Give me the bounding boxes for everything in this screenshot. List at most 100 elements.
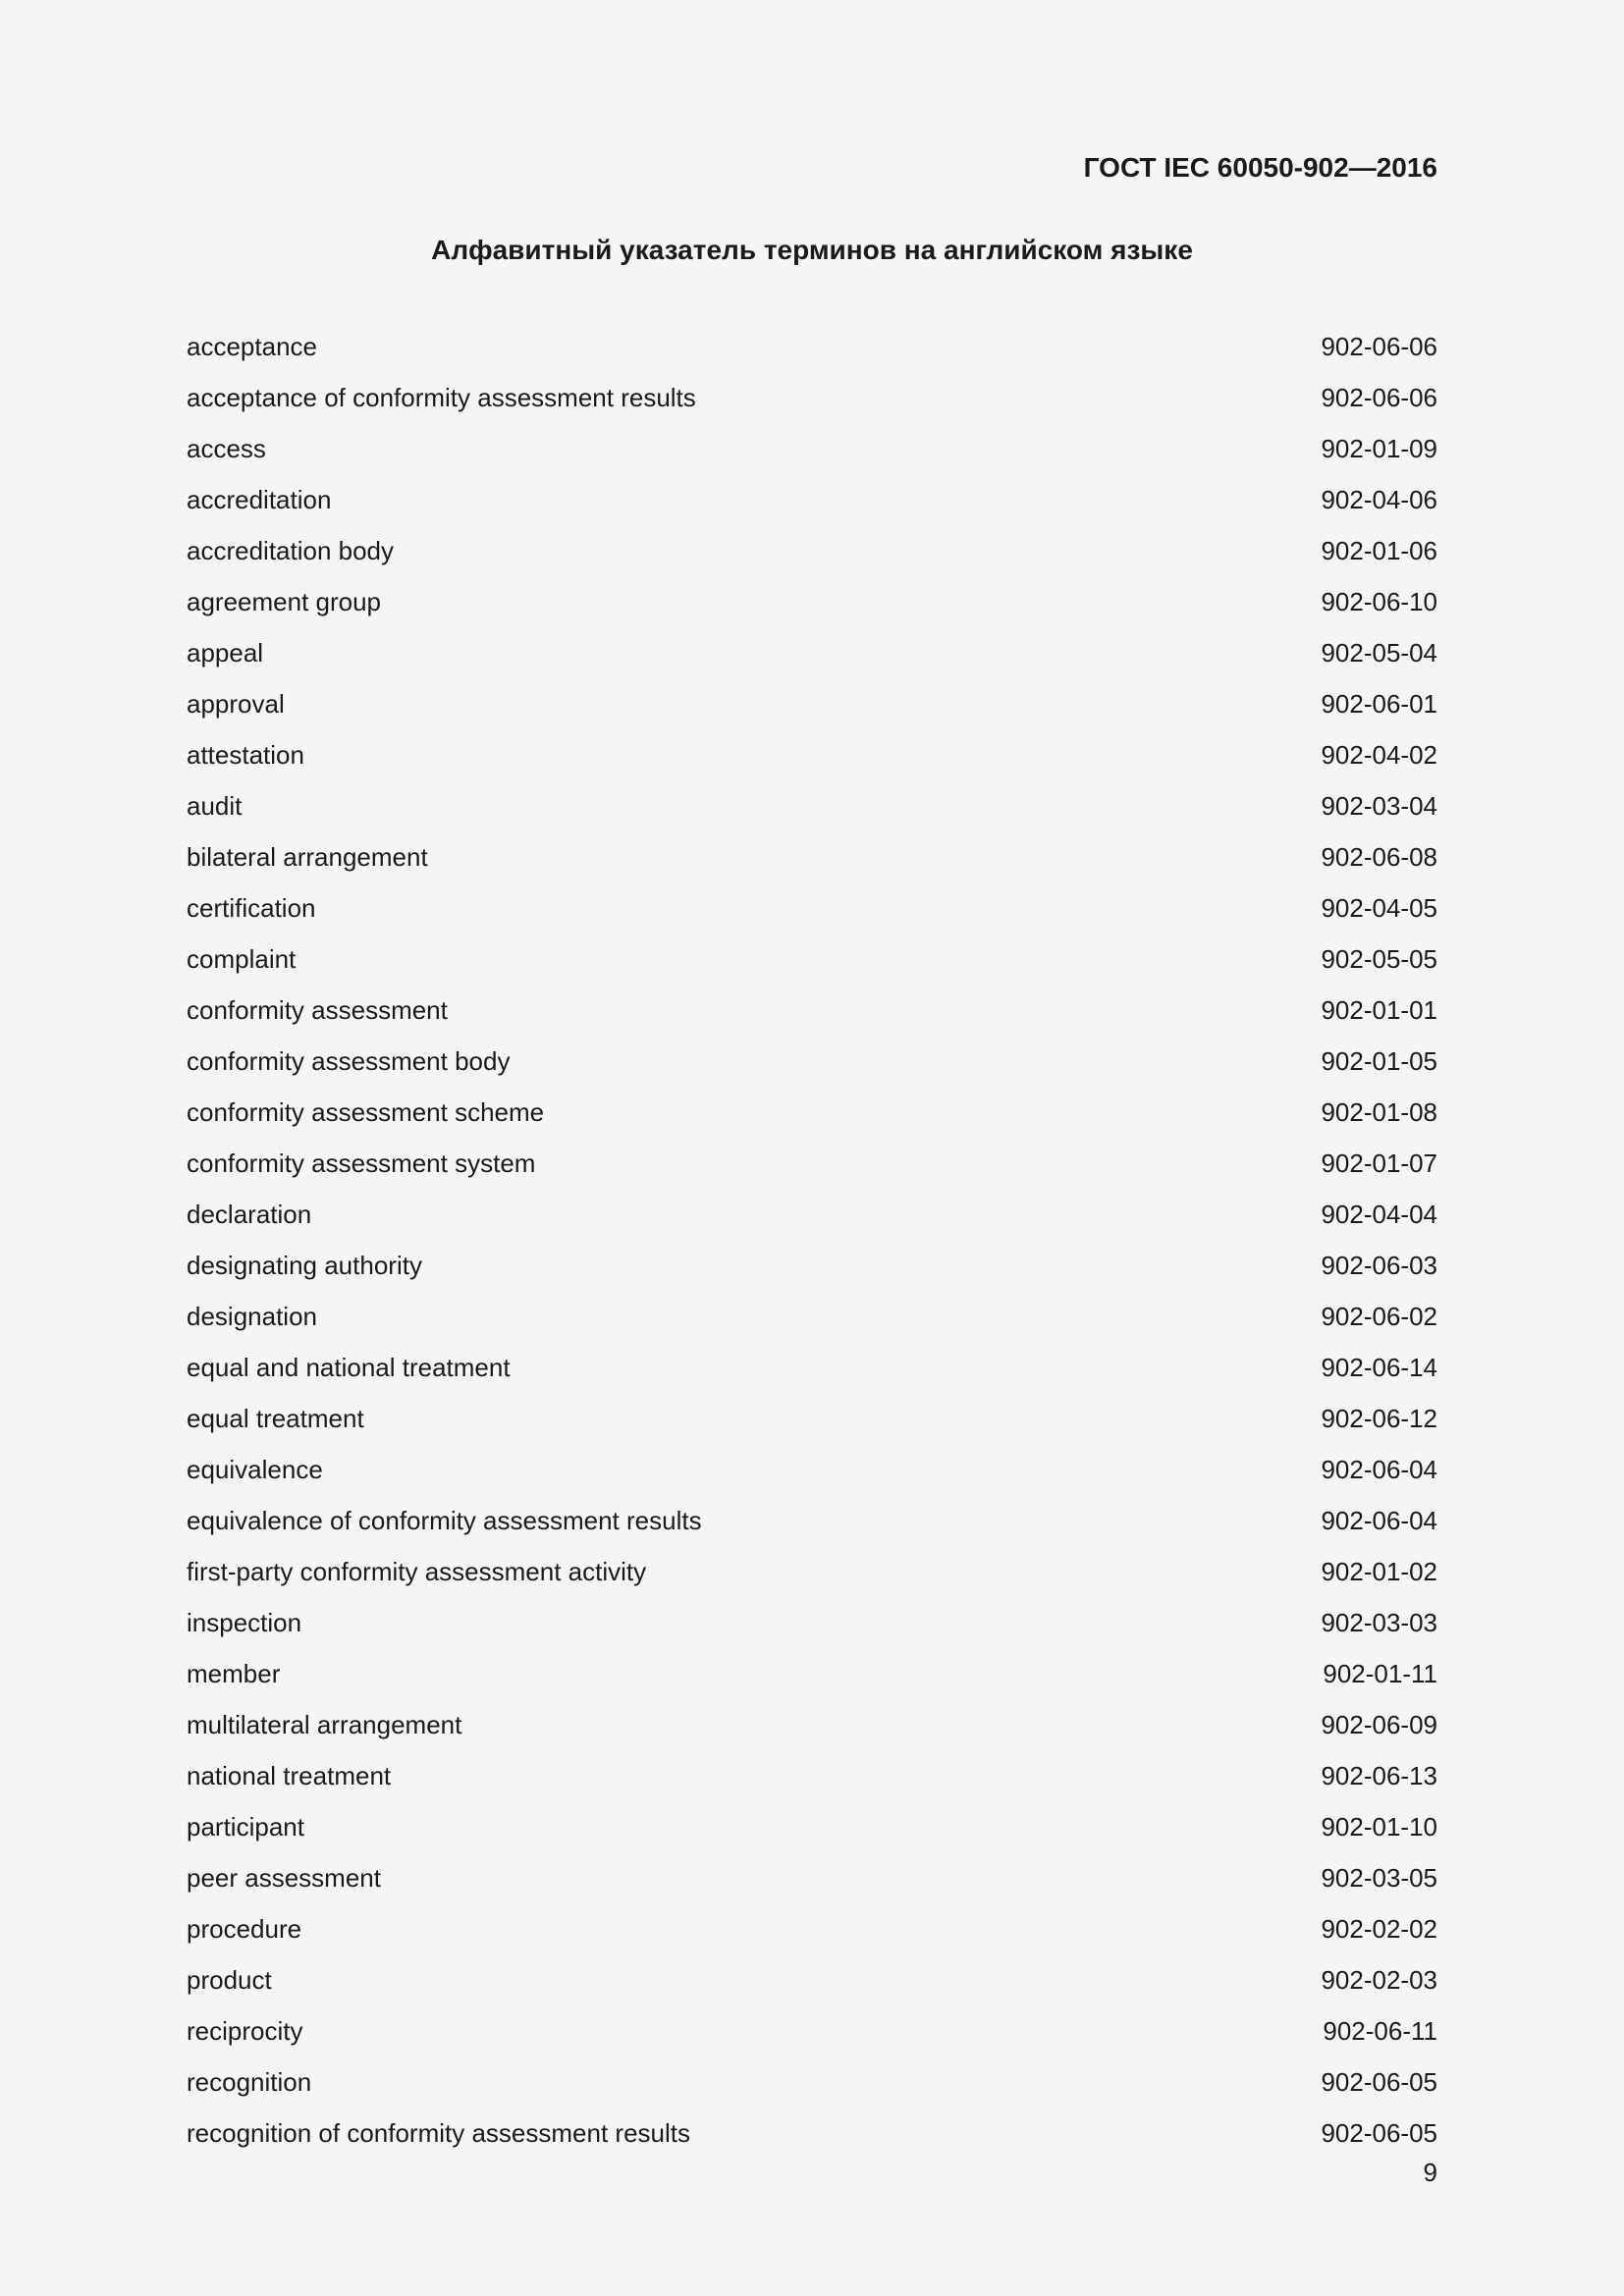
- index-row: equal and national treatment902-06-14: [187, 1342, 1437, 1393]
- index-code: 902-06-06: [1297, 334, 1437, 359]
- index-code: 902-06-06: [1297, 385, 1437, 410]
- index-code: 902-03-03: [1297, 1610, 1437, 1635]
- index-term: equivalence: [187, 1457, 1297, 1482]
- index-term: designating authority: [187, 1253, 1297, 1278]
- index-row: attestation902-04-02: [187, 729, 1437, 780]
- index-term: agreement group: [187, 589, 1297, 614]
- index-code: 902-06-01: [1297, 691, 1437, 717]
- index-row: conformity assessment system902-01-07: [187, 1138, 1437, 1189]
- index-row: conformity assessment902-01-01: [187, 985, 1437, 1036]
- index-term: approval: [187, 691, 1297, 717]
- index-code: 902-01-05: [1297, 1048, 1437, 1074]
- index-row: acceptance of conformity assessment resu…: [187, 372, 1437, 423]
- index-row: participant902-01-10: [187, 1801, 1437, 1852]
- index-code: 902-06-12: [1297, 1406, 1437, 1431]
- index-row: conformity assessment scheme902-01-08: [187, 1087, 1437, 1138]
- index-row: product902-02-03: [187, 1954, 1437, 2005]
- index-code: 902-06-11: [1299, 2018, 1437, 2044]
- index-code: 902-01-10: [1297, 1814, 1437, 1840]
- index-row: approval902-06-01: [187, 678, 1437, 729]
- index-code: 902-06-02: [1297, 1304, 1437, 1329]
- index-term: procedure: [187, 1916, 1297, 1942]
- index-code: 902-06-10: [1297, 589, 1437, 614]
- page-container: ГОСТ IEC 60050-902—2016 Алфавитный указа…: [0, 0, 1624, 2296]
- index-term: reciprocity: [187, 2018, 1299, 2044]
- index-row: conformity assessment body902-01-05: [187, 1036, 1437, 1087]
- index-row: equivalence902-06-04: [187, 1444, 1437, 1495]
- index-term: first-party conformity assessment activi…: [187, 1559, 1297, 1584]
- section-title: Алфавитный указатель терминов на английс…: [187, 235, 1437, 266]
- index-code: 902-04-06: [1297, 487, 1437, 512]
- index-row: acceptance902-06-06: [187, 321, 1437, 372]
- index-term: bilateral arrangement: [187, 844, 1297, 870]
- index-row: appeal902-05-04: [187, 627, 1437, 678]
- index-term: complaint: [187, 946, 1297, 972]
- index-code: 902-01-01: [1297, 997, 1437, 1023]
- index-term: accreditation: [187, 487, 1297, 512]
- index-code: 902-05-05: [1297, 946, 1437, 972]
- index-row: bilateral arrangement902-06-08: [187, 831, 1437, 882]
- index-term: designation: [187, 1304, 1297, 1329]
- index-term: audit: [187, 793, 1297, 819]
- index-row: equal treatment902-06-12: [187, 1393, 1437, 1444]
- index-code: 902-03-04: [1297, 793, 1437, 819]
- index-term: multilateral arrangement: [187, 1712, 1297, 1737]
- index-row: certification902-04-05: [187, 882, 1437, 934]
- standard-reference-header: ГОСТ IEC 60050-902—2016: [187, 152, 1437, 184]
- index-code: 902-02-02: [1297, 1916, 1437, 1942]
- index-row: national treatment902-06-13: [187, 1750, 1437, 1801]
- index-code: 902-04-05: [1297, 895, 1437, 921]
- index-term: accreditation body: [187, 538, 1297, 563]
- index-term: peer assessment: [187, 1865, 1297, 1891]
- index-term: conformity assessment system: [187, 1150, 1297, 1176]
- index-term: recognition: [187, 2069, 1297, 2095]
- index-row: member902-01-11: [187, 1648, 1437, 1699]
- index-row: reciprocity902-06-11: [187, 2005, 1437, 2056]
- index-row: procedure902-02-02: [187, 1903, 1437, 1954]
- index-row: complaint902-05-05: [187, 934, 1437, 985]
- index-row: declaration902-04-04: [187, 1189, 1437, 1240]
- index-code: 902-06-09: [1297, 1712, 1437, 1737]
- index-term: inspection: [187, 1610, 1297, 1635]
- index-code: 902-01-09: [1297, 436, 1437, 461]
- index-code: 902-06-03: [1297, 1253, 1437, 1278]
- index-row: inspection902-03-03: [187, 1597, 1437, 1648]
- index-code: 902-06-13: [1297, 1763, 1437, 1789]
- index-list: acceptance902-06-06acceptance of conform…: [187, 321, 1437, 2188]
- index-row: audit902-03-04: [187, 780, 1437, 831]
- index-code: 902-01-07: [1297, 1150, 1437, 1176]
- index-code: 902-01-06: [1297, 538, 1437, 563]
- index-row: designation902-06-02: [187, 1291, 1437, 1342]
- index-term: product: [187, 1967, 1297, 1993]
- index-row: accreditation902-04-06: [187, 474, 1437, 525]
- index-code: 902-01-08: [1297, 1099, 1437, 1125]
- index-row: accreditation body902-01-06: [187, 525, 1437, 576]
- index-term: acceptance: [187, 334, 1297, 359]
- index-term: declaration: [187, 1201, 1297, 1227]
- index-term: equivalence of conformity assessment res…: [187, 1508, 1297, 1533]
- index-row: multilateral arrangement902-06-09: [187, 1699, 1437, 1750]
- index-term: access: [187, 436, 1297, 461]
- index-code: 902-02-03: [1297, 1967, 1437, 1993]
- index-term: conformity assessment body: [187, 1048, 1297, 1074]
- index-term: equal and national treatment: [187, 1355, 1297, 1380]
- index-row: agreement group902-06-10: [187, 576, 1437, 627]
- index-row: access902-01-09: [187, 423, 1437, 474]
- index-term: recognition of conformity assessment res…: [187, 2120, 1297, 2146]
- index-term: conformity assessment scheme: [187, 1099, 1297, 1125]
- index-code: 902-01-11: [1299, 1661, 1437, 1686]
- index-code: 902-05-04: [1297, 640, 1437, 666]
- index-term: national treatment: [187, 1763, 1297, 1789]
- index-row: peer assessment902-03-05: [187, 1852, 1437, 1903]
- index-term: acceptance of conformity assessment resu…: [187, 385, 1297, 410]
- index-code: 902-06-05: [1297, 2120, 1437, 2146]
- page-number: 9: [1424, 2158, 1437, 2188]
- index-code: 902-03-05: [1297, 1865, 1437, 1891]
- index-row: recognition902-06-05: [187, 2056, 1437, 2108]
- index-code: 902-04-04: [1297, 1201, 1437, 1227]
- index-code: 902-04-02: [1297, 742, 1437, 768]
- index-term: participant: [187, 1814, 1297, 1840]
- index-term: appeal: [187, 640, 1297, 666]
- index-code: 902-06-04: [1297, 1508, 1437, 1533]
- index-row: recognition of conformity assessment res…: [187, 2108, 1437, 2159]
